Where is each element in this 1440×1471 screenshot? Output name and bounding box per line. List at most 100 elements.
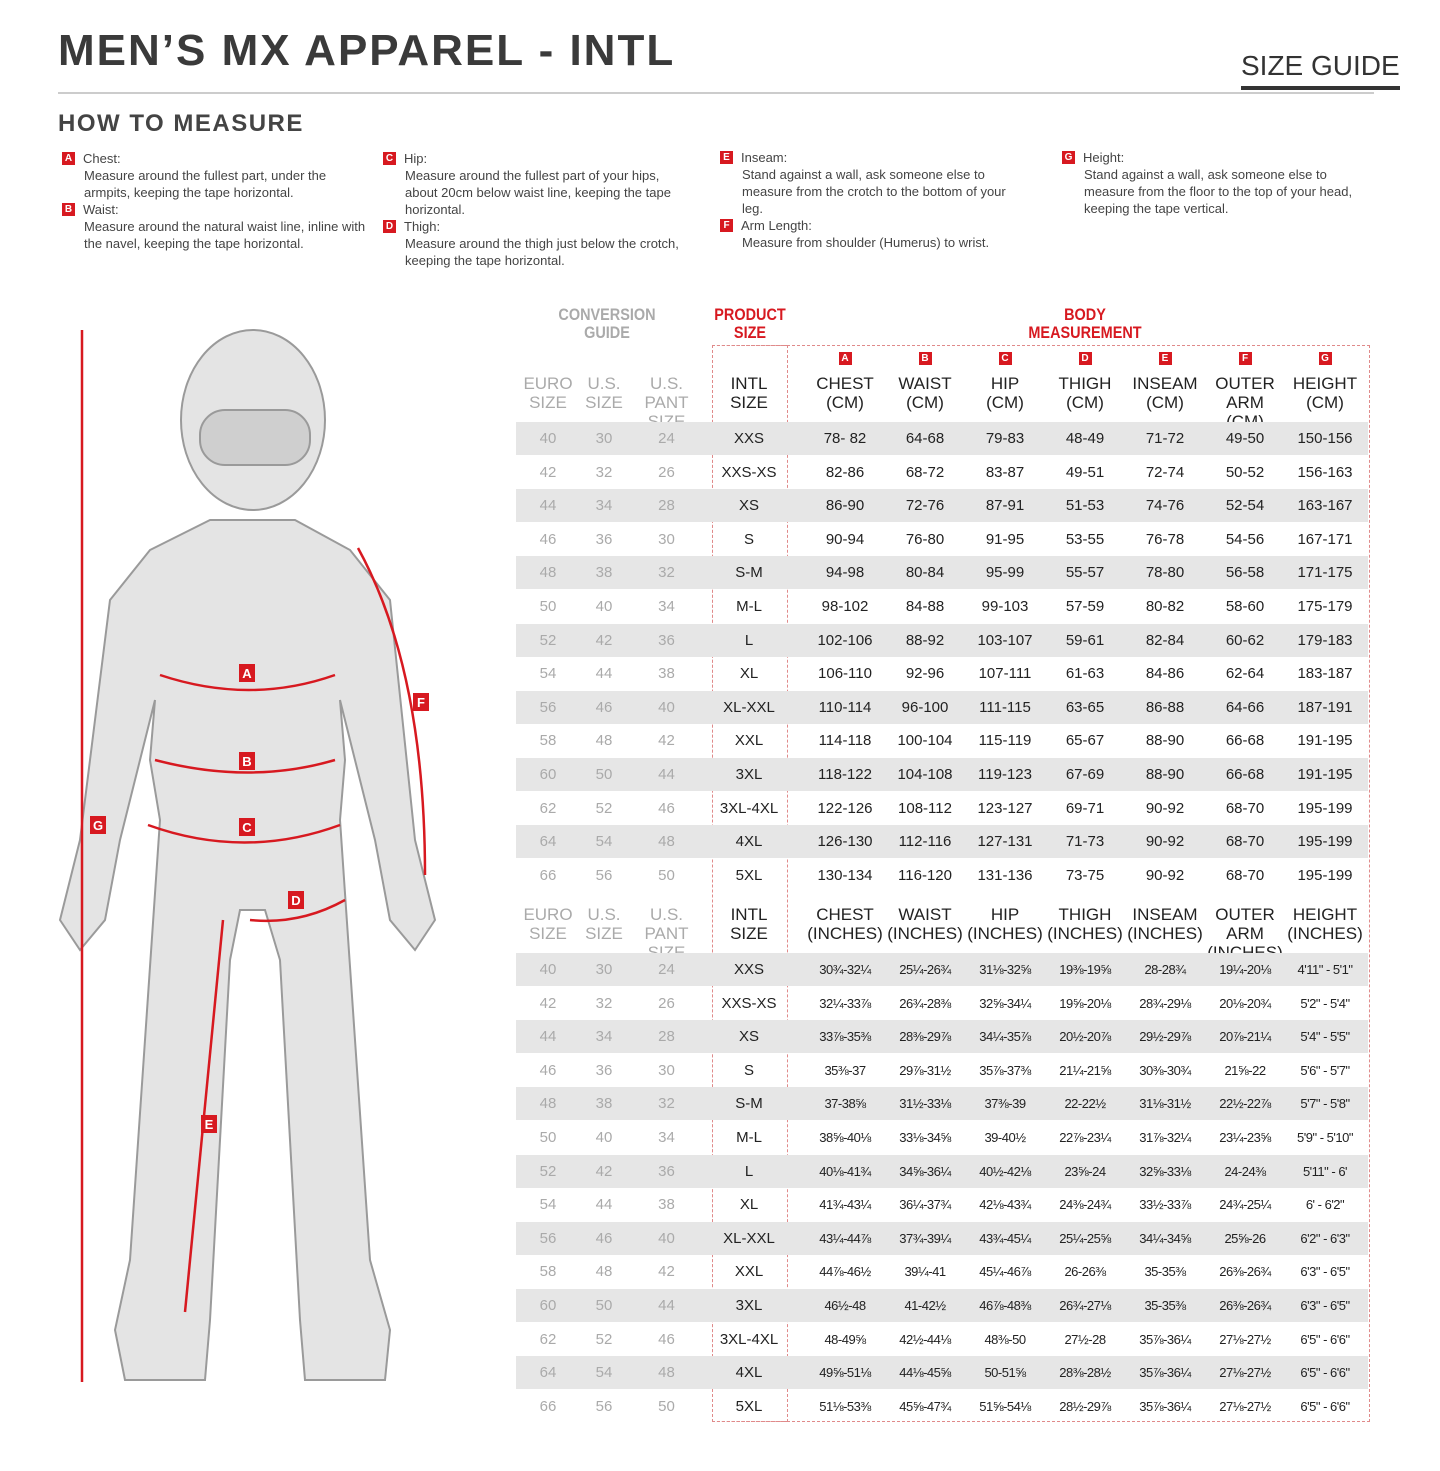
measurement-cell: 5'4" - 5'5": [1300, 1029, 1350, 1045]
measurement-cell: 24-24⅜: [1224, 1163, 1266, 1179]
measurement-cell: 22½-22⅞: [1219, 1096, 1271, 1112]
conversion-cell: 36: [595, 530, 613, 548]
conversion-cell: 42: [539, 994, 557, 1012]
measurement-cell: 69-71: [1065, 799, 1105, 817]
column-header: EURO SIZE: [523, 905, 573, 943]
measurement-cell: 54-56: [1225, 530, 1265, 548]
column-header: HIP (INCHES): [967, 905, 1043, 943]
measurement-cell: 27½-28: [1064, 1331, 1106, 1347]
measurement-cell: 115-119: [978, 732, 1032, 750]
measurement-cell: 48⅜-50: [984, 1331, 1026, 1347]
table-row: 40 30 24 XXS 30¾-32¼ 25¼-26¾ 31⅛-32⅝ 19⅜-19⅝ 28-…: [516, 953, 1368, 986]
intl-size-cell: XXS: [733, 961, 764, 978]
conversion-cell: 58: [539, 1263, 557, 1281]
svg-text:D: D: [291, 893, 300, 908]
conversion-cell: 32: [658, 564, 675, 582]
measurement-cell: 76-78: [1145, 530, 1185, 548]
measure-label: Waist:: [83, 202, 119, 217]
measurement-cell: 195-199: [1297, 866, 1353, 884]
page-title: MEN’S MX APPAREL - INTL: [58, 26, 676, 75]
conversion-cell: 42: [595, 631, 613, 649]
measurement-cell: 44⅞-46½: [819, 1264, 871, 1280]
table-row: 64 54 48 4XL 49⅝-51⅛ 44⅛-45⅝ 50-51⅝ 28⅜-28½ 35⅞-…: [516, 1356, 1368, 1390]
rider-figure-illustration: A B C D E F G: [58, 329, 437, 1382]
measurement-cell: 32⅝-33⅛: [1139, 1163, 1191, 1179]
measure-label: Arm Length:: [741, 218, 812, 233]
measurement-cell: 25⅝-26: [1224, 1230, 1266, 1246]
conversion-cell: 48: [539, 1095, 557, 1113]
table-row: 42 32 26 XXS-XS 82-86 68-72 83-87 49-51 72-74 50-…: [516, 456, 1368, 489]
conversion-cell: 38: [595, 1095, 613, 1113]
table-row: 56 46 40 XL-XXL 110-114 96-100 111-115 63-65 86-…: [516, 690, 1368, 724]
column-header: WAIST (INCHES): [887, 905, 963, 943]
measurement-cell: 40⅛-41¾: [819, 1163, 871, 1179]
measurement-cell: 90-92: [1145, 866, 1185, 884]
conversion-cell: 30: [658, 1061, 675, 1079]
measurement-cell: 100-104: [897, 732, 953, 750]
size-guide-label: SIZE GUIDE: [1241, 50, 1400, 90]
column-header: THIGH (INCHES): [1047, 905, 1123, 943]
measurement-cell: 26-26⅜: [1064, 1264, 1106, 1280]
conversion-cell: 34: [658, 1129, 675, 1146]
measurement-cell: 39¼-41: [904, 1264, 946, 1280]
measurement-cell: 86-90: [825, 497, 865, 515]
conversion-cell: 50: [595, 1297, 613, 1314]
body-measurement-box: [712, 345, 1370, 1422]
measurement-cell: 43¾-45¼: [979, 1230, 1031, 1246]
table-row: 66 56 50 5XL 51⅛-53⅜ 45⅝-47¾ 51⅝-54⅛ 28½-29⅞ 35⅞…: [516, 1390, 1368, 1423]
conversion-cell: 54: [539, 1196, 557, 1214]
conversion-cell: 24: [658, 961, 675, 978]
table-row: 44 34 28 XS 33⅞-35⅜ 28⅜-29⅞ 34¼-35⅞ 20½-20⅞ 29½-…: [516, 1020, 1368, 1054]
measure-label: Inseam:: [741, 150, 788, 165]
intl-size-cell: XL: [739, 1196, 759, 1214]
measurement-cell: 6' - 6'2": [1305, 1197, 1345, 1213]
conversion-cell: 30: [595, 961, 613, 978]
measure-label: Height:: [1083, 150, 1125, 165]
conversion-cell: 42: [658, 732, 675, 750]
measure-description: Stand against a wall, ask someone else t…: [742, 167, 1006, 216]
measurement-cell: 50-51⅝: [984, 1365, 1026, 1381]
measurement-cell: 21¼-21⅝: [1059, 1062, 1111, 1078]
measurement-cell: 31½-33⅛: [899, 1096, 951, 1112]
conversion-cell: 38: [658, 1196, 675, 1214]
column-header: U.S. PANT SIZE: [644, 905, 689, 962]
measurement-cell: 130-134: [817, 866, 873, 884]
conversion-cell: 50: [658, 866, 675, 884]
letter-badge-icon: E: [1158, 352, 1172, 365]
conversion-cell: 30: [595, 430, 613, 447]
measure-description: Measure from shoulder (Humerus) to wrist…: [742, 235, 990, 250]
measurement-cell: 195-199: [1297, 799, 1353, 817]
measurement-cell: 60-62: [1225, 631, 1265, 649]
measurement-cell: 26¾-28⅜: [899, 995, 951, 1011]
measurement-cell: 29½-29⅞: [1139, 1029, 1191, 1045]
measure-label: Chest:: [83, 151, 121, 166]
conversion-cell: 64: [539, 1364, 557, 1382]
column-header: INSEAM (INCHES): [1127, 905, 1203, 943]
measurement-cell: 6'3" - 6'5": [1300, 1298, 1350, 1313]
intl-size-cell: XXL: [734, 1263, 764, 1281]
conversion-cell: 46: [658, 799, 675, 817]
conversion-cell: 48: [658, 833, 675, 851]
measurement-cell: 38⅝-40⅛: [819, 1130, 871, 1145]
conversion-cell: 36: [595, 1061, 613, 1079]
measurement-cell: 191-195: [1297, 766, 1353, 783]
table-row: 42 32 26 XXS-XS 32¼-33⅞ 26¾-28⅜ 32⅝-34¼ 19⅝-20⅛…: [516, 987, 1368, 1020]
measurement-cell: 19⅜-19⅝: [1059, 962, 1111, 977]
measurement-cell: 36¼-37¾: [899, 1197, 951, 1213]
measurement-cell: 49-51: [1065, 463, 1105, 481]
measurement-cell: 20⅞-21¼: [1219, 1029, 1271, 1045]
measurement-cell: 167-171: [1297, 530, 1353, 548]
table-row: 48 38 32 S-M 37-38⅝ 31½-33⅛ 37⅜-39 22-22½ 31⅛-31…: [516, 1087, 1368, 1121]
table-row: 52 42 36 L 40⅛-41¾ 34⅝-36¼ 40½-42⅛ 23⅝-24 32⅝-33…: [516, 1154, 1368, 1188]
conversion-cell: 64: [539, 833, 557, 851]
conversion-cell: 62: [539, 799, 557, 817]
measurement-cell: 88-92: [905, 631, 945, 649]
intl-size-cell: XS: [738, 497, 759, 515]
measurement-cell: 37⅜-39: [984, 1096, 1026, 1112]
measurement-cell: 116-120: [898, 866, 952, 884]
measurement-cell: 87-91: [985, 497, 1025, 515]
letter-badge-icon: F: [720, 219, 733, 232]
table-row: 54 44 38 XL 41¾-43¼ 36¼-37¾ 42⅛-43¾ 24⅜-24¾ 33½-…: [516, 1188, 1368, 1221]
measurement-cell: 6'5" - 6'6": [1300, 1365, 1350, 1381]
conversion-cell: 42: [658, 1263, 675, 1281]
